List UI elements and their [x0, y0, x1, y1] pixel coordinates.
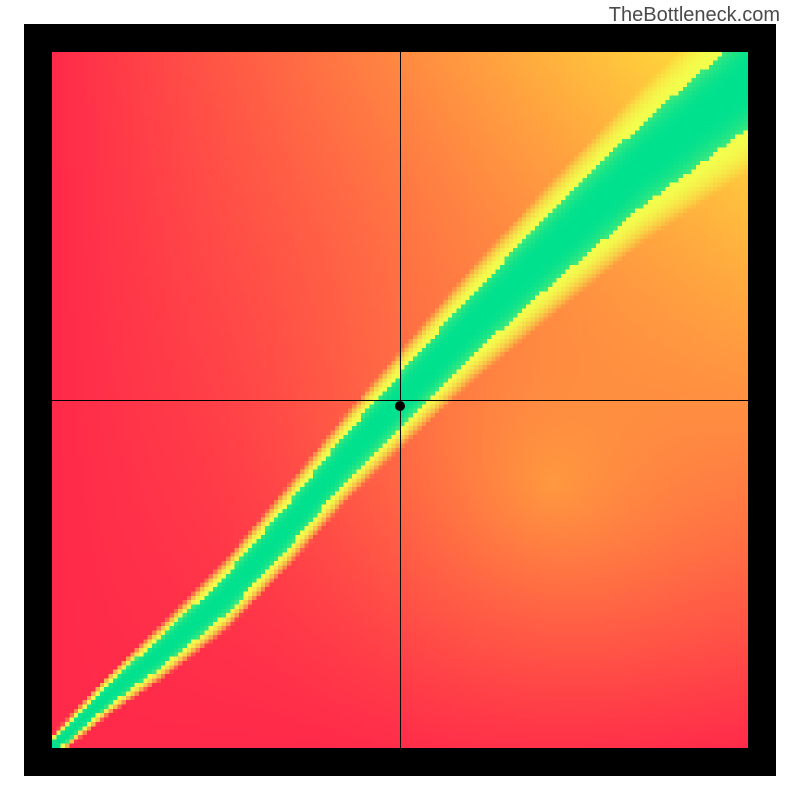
plot-frame — [24, 24, 776, 776]
selection-marker[interactable] — [395, 401, 405, 411]
watermark-text: TheBottleneck.com — [609, 4, 780, 27]
